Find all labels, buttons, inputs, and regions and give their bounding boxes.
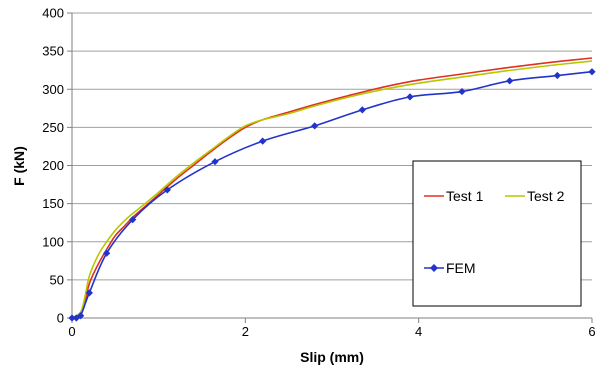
data-point-fem	[588, 68, 596, 76]
x-tick-label: 6	[588, 324, 595, 339]
series-test-1	[71, 57, 593, 319]
y-tick-label: 300	[42, 82, 64, 97]
y-axis-title: F (kN)	[11, 146, 27, 186]
data-point-fem	[77, 312, 85, 320]
data-point-fem	[358, 106, 366, 114]
y-tick-label: 150	[42, 196, 64, 211]
legend-label-test-1: Test 1	[446, 188, 484, 204]
data-point-fem	[506, 77, 514, 85]
data-point-fem	[163, 186, 171, 194]
series-line-fem	[71, 70, 593, 320]
tick-labels: 0 50 100 150 200 250 300 350 400 0 2 4 6	[42, 6, 595, 340]
legend-label-test-2: Test 2	[527, 188, 565, 204]
series-fem	[68, 68, 596, 322]
data-point-fem	[68, 314, 76, 322]
legend-item-test-2: Test 2	[505, 188, 565, 204]
y-tick-label: 250	[42, 120, 64, 135]
y-tick-label: 50	[50, 272, 64, 287]
x-tick-label: 0	[68, 324, 75, 339]
legend-item-fem: FEM	[424, 260, 476, 276]
data-point-fem	[458, 87, 466, 96]
y-tick-label: 200	[42, 158, 64, 173]
legend-marker-fem	[430, 264, 438, 272]
series-test-2	[71, 60, 593, 319]
data-point-fem	[553, 71, 561, 80]
gridlines	[72, 12, 592, 281]
x-tick-label: 4	[415, 324, 422, 339]
tick-marks	[67, 12, 593, 323]
data-point-fem	[406, 93, 414, 101]
x-axis-title: Slip (mm)	[300, 349, 364, 365]
data-point-fem	[259, 137, 267, 145]
data-point-fem	[129, 216, 137, 224]
data-point-fem	[103, 249, 111, 257]
legend-label-fem: FEM	[446, 260, 476, 276]
series-line-test-2	[71, 60, 593, 319]
legend-box	[412, 160, 582, 307]
series-lines	[68, 57, 596, 322]
legend: Test 1 Test 2 FEM	[412, 160, 582, 307]
y-tick-label: 100	[42, 234, 64, 249]
data-point-fem	[85, 289, 93, 297]
y-tick-label: 350	[42, 44, 64, 59]
series-line-test-1	[71, 57, 593, 319]
legend-item-test-1: Test 1	[424, 188, 484, 204]
y-tick-label: 0	[57, 311, 64, 326]
data-point-fem	[311, 122, 319, 130]
y-tick-label: 400	[42, 6, 64, 21]
data-point-fem	[211, 158, 219, 166]
x-tick-label: 2	[242, 324, 249, 339]
